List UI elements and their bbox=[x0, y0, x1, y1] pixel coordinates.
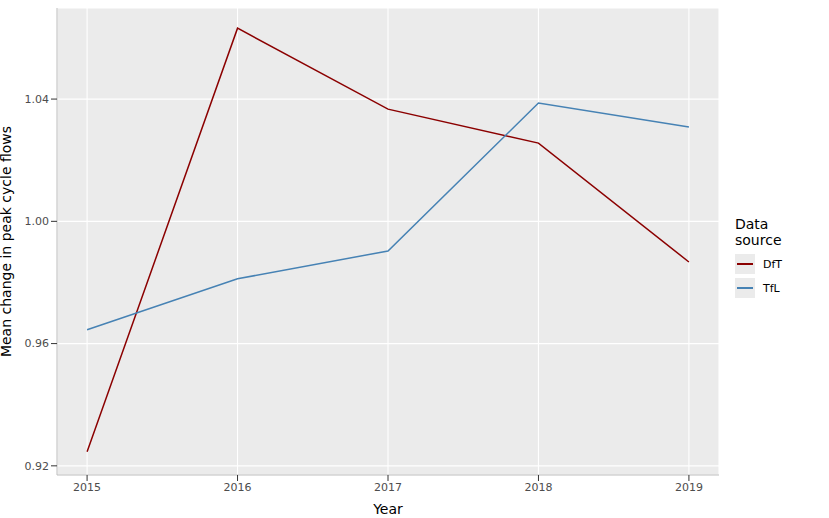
svg-text:2018: 2018 bbox=[524, 481, 552, 494]
svg-text:2015: 2015 bbox=[73, 481, 101, 494]
svg-text:2016: 2016 bbox=[224, 481, 252, 494]
html-text:Data source: Data source bbox=[735, 216, 782, 248]
svg-text:0.96: 0.96 bbox=[25, 337, 50, 350]
svg-text:Year: Year bbox=[372, 501, 403, 517]
svg-text:0.92: 0.92 bbox=[25, 460, 50, 473]
html-text:TfL: TfL bbox=[763, 281, 780, 295]
svg-text:1.04: 1.04 bbox=[25, 93, 50, 106]
svg-text:Mean change in peak cycle flow: Mean change in peak cycle flows bbox=[8, 126, 14, 357]
svg-text:2019: 2019 bbox=[675, 481, 703, 494]
svg-text:1.00: 1.00 bbox=[25, 215, 50, 228]
html-text:DfT: DfT bbox=[763, 257, 783, 271]
svg-text:2017: 2017 bbox=[374, 481, 402, 494]
